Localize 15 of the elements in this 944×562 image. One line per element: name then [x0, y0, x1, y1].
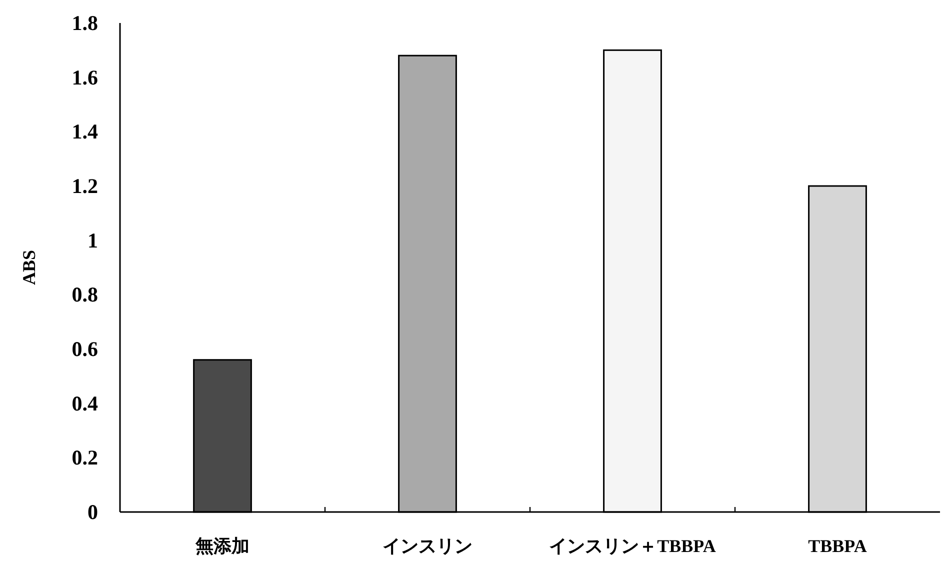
x-tick-label: TBBPA — [808, 536, 867, 556]
y-tick-label: 1.8 — [72, 11, 98, 35]
x-tick-label: インスリン＋TBBPA — [549, 536, 716, 556]
y-tick-label: 0.6 — [72, 337, 98, 361]
y-tick-label: 1.2 — [72, 174, 98, 198]
y-tick-label: 0.4 — [72, 391, 98, 416]
y-tick-label: 1 — [88, 228, 98, 252]
y-axis-title: ABS — [19, 250, 39, 286]
y-tick-label: 0.2 — [72, 446, 98, 470]
x-tick-label: 無添加 — [194, 536, 250, 556]
y-tick-label: 1.4 — [72, 120, 98, 144]
x-tick-label: インスリン — [382, 536, 472, 556]
y-tick-label: 0 — [88, 500, 98, 524]
y-tick-label: 0.8 — [72, 282, 98, 307]
y-tick-label: 1.6 — [72, 65, 98, 90]
